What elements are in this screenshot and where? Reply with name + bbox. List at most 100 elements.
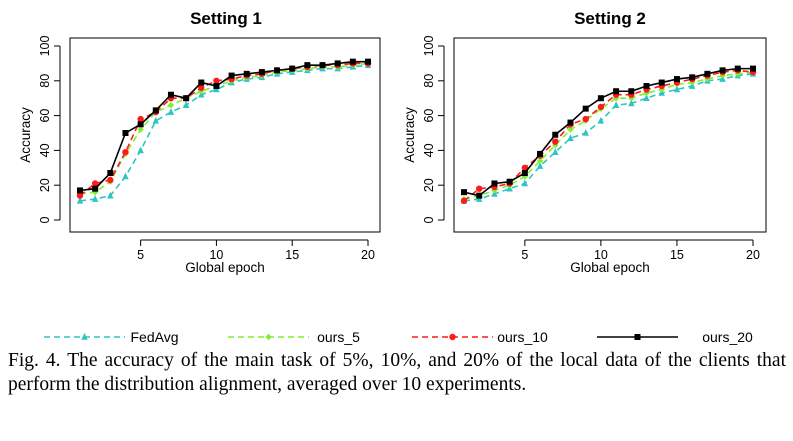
point-ours_10 xyxy=(582,115,589,123)
point-FedAvg xyxy=(137,146,144,154)
legend-item-ours_20: ours_20 xyxy=(597,329,753,345)
y-tick-label: 60 xyxy=(38,109,52,123)
point-FedAvg xyxy=(76,196,84,204)
point-ours_10 xyxy=(597,103,605,111)
series-ours_20 xyxy=(461,65,756,199)
point-ours_5 xyxy=(643,89,650,97)
legend-marker xyxy=(265,333,272,341)
y-tick-label: 20 xyxy=(422,178,436,192)
point-ours_20 xyxy=(582,105,589,112)
panel-2-y-label: Accuracy xyxy=(402,107,417,163)
point-ours_5 xyxy=(536,157,544,165)
panel-1-frame xyxy=(69,37,381,233)
legend-item-FedAvg: FedAvg xyxy=(44,329,179,345)
point-ours_10 xyxy=(460,197,468,205)
point-FedAvg xyxy=(628,99,635,107)
panel-2: Setting 2 0 20 40 60 80 100 5 10 15 20 Global epoch… xyxy=(402,9,767,275)
point-FedAvg xyxy=(521,179,529,187)
y-tick-label: 40 xyxy=(422,143,436,157)
series-ours_10 xyxy=(460,67,757,205)
point-FedAvg xyxy=(122,172,129,180)
series-FedAvg xyxy=(76,61,372,204)
point-ours_20 xyxy=(349,58,356,65)
series-line-FedAvg xyxy=(463,73,754,202)
series-line-ours_20 xyxy=(463,67,753,197)
legend-item-ours_5: ours_5 xyxy=(228,329,360,345)
legend-label: ours_20 xyxy=(702,329,753,345)
legend-marker xyxy=(634,334,641,340)
point-ours_5 xyxy=(567,126,574,133)
x-tick-label: 20 xyxy=(746,248,760,262)
point-ours_5 xyxy=(137,126,144,133)
x-tick-label: 10 xyxy=(594,248,608,262)
point-ours_20 xyxy=(521,170,528,177)
figure-caption: Fig. 4. The accuracy of the main task of… xyxy=(8,350,786,395)
point-ours_20 xyxy=(213,83,220,90)
point-FedAvg xyxy=(107,191,114,199)
y-tick-label: 80 xyxy=(422,74,436,88)
y-tick-label: 0 xyxy=(38,216,52,223)
point-ours_20 xyxy=(167,91,174,98)
panel-1-y-label: Accuracy xyxy=(18,107,33,163)
point-ours_20 xyxy=(77,187,83,194)
point-ours_5 xyxy=(167,101,175,109)
point-ours_10 xyxy=(213,77,220,85)
point-ours_10 xyxy=(107,176,114,184)
x-tick-label: 20 xyxy=(361,248,375,262)
point-ours_20 xyxy=(750,65,756,72)
x-tick-label: 5 xyxy=(521,248,528,262)
point-ours_5 xyxy=(688,79,696,86)
point-ours_20 xyxy=(289,65,296,72)
point-ours_20 xyxy=(597,95,604,102)
series-line-ours_5 xyxy=(79,62,369,195)
legend: FedAvg ours_5 ours_10 ours_20 xyxy=(44,329,753,345)
point-FedAvg xyxy=(582,129,589,136)
point-ours_10 xyxy=(76,192,84,199)
point-FedAvg xyxy=(91,195,99,202)
point-ours_20 xyxy=(537,150,544,157)
point-ours_20 xyxy=(734,65,741,72)
legend-marker xyxy=(81,333,88,340)
point-ours_20 xyxy=(92,185,99,192)
point-ours_20 xyxy=(476,192,483,199)
series-line-FedAvg xyxy=(79,64,369,202)
series-line-ours_20 xyxy=(79,60,368,192)
point-FedAvg xyxy=(167,108,175,115)
point-ours_20 xyxy=(107,170,114,177)
x-tick-label: 10 xyxy=(209,248,223,262)
point-ours_20 xyxy=(304,62,311,69)
point-ours_10 xyxy=(476,185,483,192)
point-FedAvg xyxy=(536,162,544,169)
point-ours_5 xyxy=(719,72,726,79)
panel-2-frame xyxy=(453,37,767,233)
legend-label: FedAvg xyxy=(131,329,179,345)
series-ours_20 xyxy=(77,58,371,194)
point-ours_10 xyxy=(521,164,529,171)
panel-1: Setting 1 0 20 40 60 80 100 5 10 15 20 Global epoch… xyxy=(18,9,381,275)
point-ours_20 xyxy=(628,88,635,95)
y-tick-label: 20 xyxy=(38,178,52,192)
point-ours_20 xyxy=(461,189,467,196)
panel-2-title: Setting 2 xyxy=(574,9,646,28)
panel-2-x-label: Global epoch xyxy=(570,260,650,275)
point-ours_20 xyxy=(274,67,281,74)
point-FedAvg xyxy=(643,94,650,101)
point-ours_20 xyxy=(704,70,711,77)
point-ours_10 xyxy=(91,180,99,187)
point-ours_20 xyxy=(643,83,650,90)
point-ours_20 xyxy=(258,69,265,76)
legend-label: ours_10 xyxy=(497,329,548,345)
point-FedAvg xyxy=(673,85,681,93)
point-ours_10 xyxy=(122,148,129,156)
point-ours_20 xyxy=(319,62,326,69)
point-ours_5 xyxy=(734,70,741,78)
point-ours_20 xyxy=(228,72,235,79)
legend-marker xyxy=(449,333,456,341)
point-ours_10 xyxy=(552,138,559,145)
point-ours_20 xyxy=(365,58,371,65)
point-ours_10 xyxy=(198,84,205,91)
panel-1-x-label: Global epoch xyxy=(185,260,265,275)
point-ours_20 xyxy=(613,88,620,95)
x-tick-label: 5 xyxy=(137,248,144,262)
y-tick-label: 80 xyxy=(38,74,52,88)
